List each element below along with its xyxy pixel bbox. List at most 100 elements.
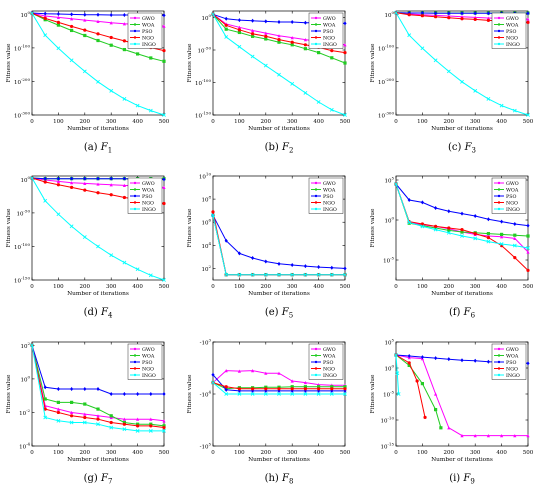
data-point-pso [149,392,153,396]
data-point-woa [56,400,60,404]
panel-caption: (d) F4 [84,307,113,320]
data-point-ingo [56,418,61,423]
data-point-pso [251,256,255,261]
data-point-pso [122,176,126,181]
data-point-ngo [237,387,241,391]
data-point-ngo [96,417,100,421]
legend-label: WOA [506,187,519,193]
legend-label: PSO [323,29,334,35]
data-point-woa [109,43,113,47]
data-point-ingo [250,272,255,277]
data-point-pso [473,11,477,16]
legend-label: PSO [142,360,153,366]
y-tick-label: 104 [201,241,211,250]
data-point-ingo [343,392,347,396]
data-point-pso [486,11,490,16]
data-point-pso [434,11,438,16]
data-point-ngo [330,387,334,391]
y-axis-label: Fitness value [187,43,193,82]
data-point-pso [460,358,464,363]
data-point-ingo [162,428,166,433]
data-point-ingo [135,103,140,108]
data-point-ingo [303,272,308,277]
data-point-woa [43,397,47,401]
x-tick-label: 500 [159,119,170,125]
data-point-ingo [82,420,87,425]
data-point-ingo [499,103,504,108]
data-point-ngo [303,43,307,47]
data-point-gwo [277,34,281,38]
legend-marker [133,36,137,39]
chart-panel-4: 0 100 200 300 400 500 100 10-50 10-100 10-150 Numb… [6,175,170,320]
data-point-ngo [473,232,477,236]
y-tick-label: 10-100 [14,43,30,52]
x-tick-label: 0 [211,450,215,456]
legend-label: NGO [142,366,154,372]
data-point-pso [486,359,490,364]
data-point-pso [109,13,113,18]
data-point-ingo [499,242,504,246]
y-tick-label: 10-200 [378,77,394,86]
data-point-woa [149,422,153,426]
data-point-gwo [526,434,530,438]
data-point-gwo [526,250,530,254]
data-point-ingo [250,392,255,396]
data-point-ingo [526,246,530,250]
data-point-ingo [96,422,100,427]
data-point-gwo [473,434,477,438]
legend-label: GWO [142,181,155,187]
data-point-ngo [317,387,321,391]
data-point-ngo [460,17,464,21]
data-point-ngo [211,210,215,214]
data-point-ngo [122,422,126,426]
y-tick-label: 10-100 [14,242,30,251]
data-point-ngo [447,16,451,20]
y-tick-label: 102 [20,341,30,350]
data-point-gwo [70,181,74,185]
data-point-pso [526,223,530,228]
x-tick-label: 100 [234,284,245,290]
data-point-ngo [473,17,477,21]
y-axis-label: Fitness value [6,43,12,82]
data-point-woa [486,232,490,236]
data-point-ingo [446,69,451,74]
y-tick-label: 100 [20,175,30,184]
legend-label: INGO [142,207,156,213]
data-point-pso [96,386,100,391]
chart-panel-5: 0 100 200 300 400 500 102 104 106 108 1010 Number o… [187,172,351,320]
data-point-ingo [290,81,295,86]
data-point-ngo [56,20,61,25]
data-point-pso [70,176,74,181]
data-point-pso [420,200,424,205]
x-tick-label: 400 [496,284,507,290]
data-point-woa [434,226,438,230]
legend-marker [314,36,318,39]
data-point-pso [317,388,321,393]
legend-marker [133,194,137,198]
data-point-pso [56,386,60,391]
data-point-woa [136,52,140,56]
data-point-gwo [303,380,307,385]
data-point-ngo [434,15,438,19]
data-point-gwo [122,183,126,187]
data-point-ingo [224,392,229,396]
data-point-gwo [96,19,100,23]
data-point-gwo [70,17,74,21]
data-point-pso [224,387,228,392]
data-point-ngo [486,236,490,240]
legend-label: GWO [323,181,336,187]
data-point-ingo [30,343,34,348]
data-point-woa [290,385,294,389]
panel-caption: (f) F6 [449,307,476,320]
x-tick-label: 200 [261,284,272,290]
legend-marker [497,201,501,204]
data-point-ngo [277,38,281,42]
data-point-ingo [237,392,242,396]
data-point-ngo [136,424,140,428]
x-tick-label: 400 [496,450,507,456]
data-point-ngo [330,49,334,53]
legend-marker [497,194,501,198]
data-point-pso [83,12,87,17]
data-point-pso [486,217,490,222]
legend-marker [314,194,318,198]
